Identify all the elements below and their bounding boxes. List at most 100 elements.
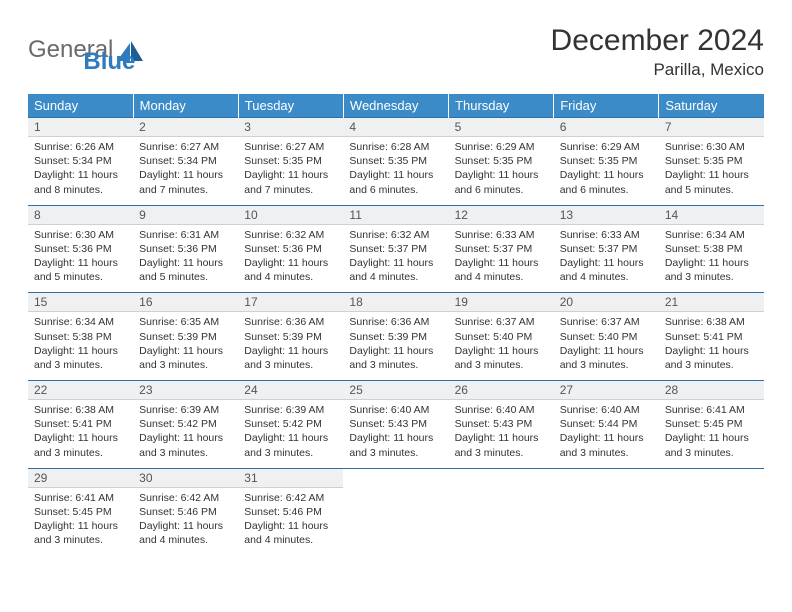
- day-content-row: Sunrise: 6:34 AMSunset: 5:38 PMDaylight:…: [28, 312, 764, 381]
- brand-logo: General Blue: [28, 24, 135, 76]
- day-content-cell: Sunrise: 6:27 AMSunset: 5:34 PMDaylight:…: [133, 137, 238, 206]
- sunrise-line: Sunrise: 6:27 AM: [139, 140, 232, 154]
- day-content-cell: Sunrise: 6:39 AMSunset: 5:42 PMDaylight:…: [133, 400, 238, 469]
- sunset-line: Sunset: 5:39 PM: [349, 330, 442, 344]
- day-content-cell: Sunrise: 6:33 AMSunset: 5:37 PMDaylight:…: [449, 224, 554, 293]
- daylight-line: Daylight: 11 hours and 4 minutes.: [560, 256, 653, 284]
- daylight-line: Daylight: 11 hours and 3 minutes.: [665, 344, 758, 372]
- day-content-cell: [554, 487, 659, 555]
- day-number-cell: [659, 468, 764, 487]
- day-number-cell: 10: [238, 205, 343, 224]
- daylight-line: Daylight: 11 hours and 3 minutes.: [665, 256, 758, 284]
- sunset-line: Sunset: 5:44 PM: [560, 417, 653, 431]
- daylight-line: Daylight: 11 hours and 3 minutes.: [455, 431, 548, 459]
- day-number-row: 15161718192021: [28, 293, 764, 312]
- sunset-line: Sunset: 5:36 PM: [34, 242, 127, 256]
- daylight-line: Daylight: 11 hours and 5 minutes.: [665, 168, 758, 196]
- day-content-cell: Sunrise: 6:32 AMSunset: 5:36 PMDaylight:…: [238, 224, 343, 293]
- sunset-line: Sunset: 5:35 PM: [244, 154, 337, 168]
- day-number-cell: 12: [449, 205, 554, 224]
- day-content-cell: Sunrise: 6:33 AMSunset: 5:37 PMDaylight:…: [554, 224, 659, 293]
- sunset-line: Sunset: 5:35 PM: [349, 154, 442, 168]
- sunrise-line: Sunrise: 6:40 AM: [560, 403, 653, 417]
- day-number-cell: 19: [449, 293, 554, 312]
- daylight-line: Daylight: 11 hours and 4 minutes.: [244, 519, 337, 547]
- day-number-cell: [554, 468, 659, 487]
- daylight-line: Daylight: 11 hours and 5 minutes.: [34, 256, 127, 284]
- day-content-cell: Sunrise: 6:35 AMSunset: 5:39 PMDaylight:…: [133, 312, 238, 381]
- day-number-row: 22232425262728: [28, 381, 764, 400]
- daylight-line: Daylight: 11 hours and 4 minutes.: [244, 256, 337, 284]
- day-number-cell: 16: [133, 293, 238, 312]
- daylight-line: Daylight: 11 hours and 3 minutes.: [349, 431, 442, 459]
- day-number-cell: 15: [28, 293, 133, 312]
- day-number-cell: [449, 468, 554, 487]
- daylight-line: Daylight: 11 hours and 3 minutes.: [455, 344, 548, 372]
- day-number-cell: 6: [554, 118, 659, 137]
- day-content-cell: Sunrise: 6:36 AMSunset: 5:39 PMDaylight:…: [238, 312, 343, 381]
- day-content-cell: [343, 487, 448, 555]
- sunset-line: Sunset: 5:37 PM: [349, 242, 442, 256]
- sunset-line: Sunset: 5:45 PM: [665, 417, 758, 431]
- daylight-line: Daylight: 11 hours and 3 minutes.: [139, 431, 232, 459]
- day-number-cell: 26: [449, 381, 554, 400]
- calendar-body: 1234567Sunrise: 6:26 AMSunset: 5:34 PMDa…: [28, 118, 764, 556]
- sunset-line: Sunset: 5:37 PM: [560, 242, 653, 256]
- daylight-line: Daylight: 11 hours and 7 minutes.: [244, 168, 337, 196]
- day-content-row: Sunrise: 6:41 AMSunset: 5:45 PMDaylight:…: [28, 487, 764, 555]
- day-content-cell: Sunrise: 6:31 AMSunset: 5:36 PMDaylight:…: [133, 224, 238, 293]
- daylight-line: Daylight: 11 hours and 7 minutes.: [139, 168, 232, 196]
- day-number-row: 293031: [28, 468, 764, 487]
- daylight-line: Daylight: 11 hours and 3 minutes.: [349, 344, 442, 372]
- day-number-cell: 13: [554, 205, 659, 224]
- day-content-cell: Sunrise: 6:41 AMSunset: 5:45 PMDaylight:…: [659, 400, 764, 469]
- day-number-cell: 22: [28, 381, 133, 400]
- weekday-header-row: Sunday Monday Tuesday Wednesday Thursday…: [28, 94, 764, 118]
- sunset-line: Sunset: 5:35 PM: [665, 154, 758, 168]
- day-content-cell: Sunrise: 6:40 AMSunset: 5:43 PMDaylight:…: [449, 400, 554, 469]
- day-number-cell: 2: [133, 118, 238, 137]
- sunrise-line: Sunrise: 6:42 AM: [244, 491, 337, 505]
- sunset-line: Sunset: 5:40 PM: [560, 330, 653, 344]
- sunset-line: Sunset: 5:42 PM: [139, 417, 232, 431]
- sunset-line: Sunset: 5:34 PM: [139, 154, 232, 168]
- weekday-header: Friday: [554, 94, 659, 118]
- day-content-cell: Sunrise: 6:36 AMSunset: 5:39 PMDaylight:…: [343, 312, 448, 381]
- sunset-line: Sunset: 5:45 PM: [34, 505, 127, 519]
- sunset-line: Sunset: 5:38 PM: [34, 330, 127, 344]
- day-number-cell: 25: [343, 381, 448, 400]
- daylight-line: Daylight: 11 hours and 4 minutes.: [139, 519, 232, 547]
- sunset-line: Sunset: 5:36 PM: [244, 242, 337, 256]
- sunset-line: Sunset: 5:46 PM: [139, 505, 232, 519]
- daylight-line: Daylight: 11 hours and 3 minutes.: [560, 344, 653, 372]
- sunset-line: Sunset: 5:37 PM: [455, 242, 548, 256]
- day-number-cell: 18: [343, 293, 448, 312]
- daylight-line: Daylight: 11 hours and 4 minutes.: [349, 256, 442, 284]
- day-content-cell: Sunrise: 6:32 AMSunset: 5:37 PMDaylight:…: [343, 224, 448, 293]
- weekday-header: Sunday: [28, 94, 133, 118]
- day-number-cell: 3: [238, 118, 343, 137]
- daylight-line: Daylight: 11 hours and 3 minutes.: [560, 431, 653, 459]
- sunrise-line: Sunrise: 6:39 AM: [244, 403, 337, 417]
- sunrise-line: Sunrise: 6:28 AM: [349, 140, 442, 154]
- sunset-line: Sunset: 5:38 PM: [665, 242, 758, 256]
- sunrise-line: Sunrise: 6:35 AM: [139, 315, 232, 329]
- sunset-line: Sunset: 5:42 PM: [244, 417, 337, 431]
- daylight-line: Daylight: 11 hours and 3 minutes.: [665, 431, 758, 459]
- day-content-cell: Sunrise: 6:34 AMSunset: 5:38 PMDaylight:…: [659, 224, 764, 293]
- weekday-header: Monday: [133, 94, 238, 118]
- day-content-cell: Sunrise: 6:41 AMSunset: 5:45 PMDaylight:…: [28, 487, 133, 555]
- day-number-cell: 1: [28, 118, 133, 137]
- weekday-header: Saturday: [659, 94, 764, 118]
- sunrise-line: Sunrise: 6:31 AM: [139, 228, 232, 242]
- sunrise-line: Sunrise: 6:33 AM: [455, 228, 548, 242]
- day-content-cell: Sunrise: 6:29 AMSunset: 5:35 PMDaylight:…: [449, 137, 554, 206]
- day-number-cell: 30: [133, 468, 238, 487]
- daylight-line: Daylight: 11 hours and 4 minutes.: [455, 256, 548, 284]
- day-number-cell: 7: [659, 118, 764, 137]
- sunrise-line: Sunrise: 6:39 AM: [139, 403, 232, 417]
- sunrise-line: Sunrise: 6:41 AM: [665, 403, 758, 417]
- daylight-line: Daylight: 11 hours and 3 minutes.: [34, 519, 127, 547]
- day-content-cell: Sunrise: 6:27 AMSunset: 5:35 PMDaylight:…: [238, 137, 343, 206]
- sunrise-line: Sunrise: 6:36 AM: [349, 315, 442, 329]
